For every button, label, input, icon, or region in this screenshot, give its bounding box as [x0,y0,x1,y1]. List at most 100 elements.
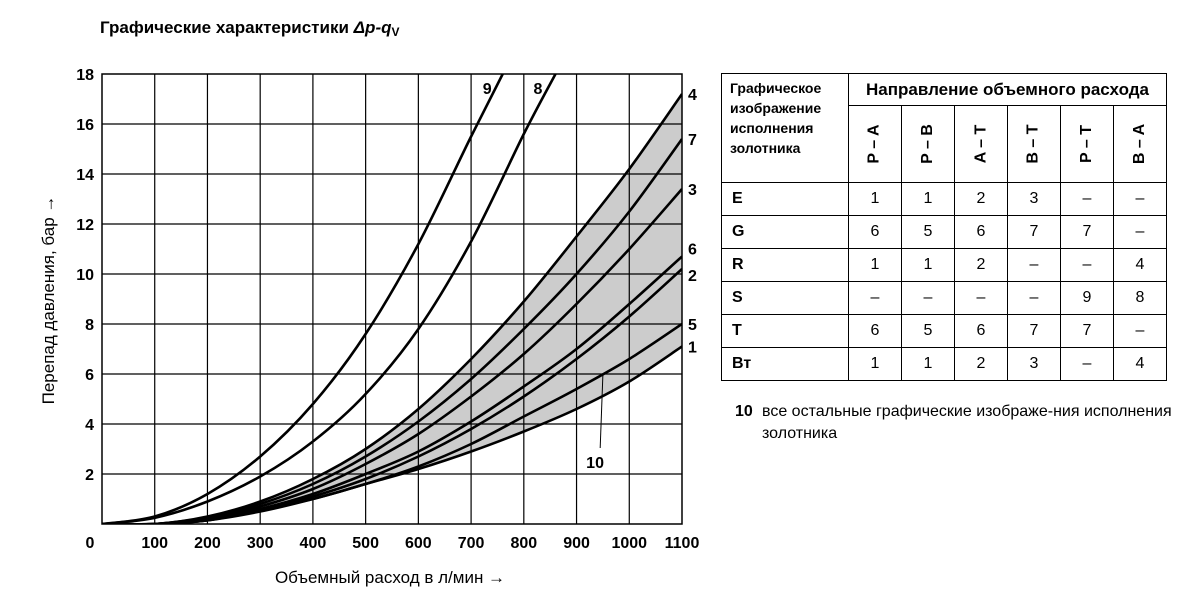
direction-label: P – A [865,124,883,164]
x-tick-label: 600 [405,535,432,552]
table-cell: 5 [901,215,955,249]
table-cell: 7 [1007,314,1061,348]
series-label-5: 5 [688,317,697,334]
table-cell: 1 [848,347,902,381]
pressure-flow-chart: 0 100 200 300 400 500 600 700 800 900 1000 1100 2 4 6 8… [39,67,699,587]
y-tick-label: 2 [85,467,94,484]
table-corner-header: Графическое изображение исполнения золот… [721,73,849,183]
tick-layer: 0 100 200 300 400 500 600 700 800 900 1000 1100 2 4 6 8… [76,67,699,552]
table-row: Вт 1 1 2 3–4 [721,347,1167,381]
chart-title: Графические характеристики Δp-qV [100,18,400,39]
table-cell: – [1113,215,1167,249]
table-cell: 6 [848,314,902,348]
note-number: 10 [735,403,753,420]
series-curve-8 [102,74,557,524]
table-cell: – [1007,248,1061,282]
y-tick-label: 12 [76,217,94,234]
row-label: R [721,248,849,282]
x-tick-label: 900 [563,535,590,552]
table-cell: – [954,281,1008,315]
direction-header-cell: P – A [848,105,902,183]
spool-direction-table: Графическое изображение исполнения золот… [721,72,1167,381]
x-tick-label: 100 [141,535,168,552]
x-tick-label: 800 [510,535,537,552]
table-cell: 2 [954,347,1008,381]
table-row: T 6 5 6 7 7– [721,314,1167,348]
x-tick-label: 700 [458,535,485,552]
y-tick-label: 18 [76,67,94,84]
table-cell: 9 [1060,281,1114,315]
table-cell: – [1060,182,1114,216]
corner-line: исполнения [730,120,814,136]
table-cell: – [848,281,902,315]
y-tick-label: 10 [76,267,94,284]
table-cell: – [1060,347,1114,381]
table-cell: 7 [1060,215,1114,249]
corner-line: изображение [730,100,822,116]
x-tick-label: 0 [86,535,95,552]
direction-header-cell: B – A [1113,105,1167,183]
row-label: T [721,314,849,348]
table-row: S – – – –9 8 [721,281,1167,315]
series-curve-1 [102,345,682,524]
shaded-band-layer [154,94,682,524]
table-cell: 1 [901,248,955,282]
y-tick-label: 6 [85,367,94,384]
direction-header-cell: P – B [901,105,955,183]
table-body: E 1 1 2 3– – G 6 5 6 7 7– R 1 1 2– –4 S – – – –9 8 T 6 5 6 7 7– Вт 1 1 2… [721,182,1167,381]
x-axis-label: Объемный расход в л/мин → [275,568,505,587]
table-cell: 3 [1007,182,1061,216]
row-label: S [721,281,849,315]
series-label-8: 8 [533,81,542,98]
row-label: E [721,182,849,216]
table-cell: – [901,281,955,315]
corner-line: золотника [730,140,801,156]
direction-header-cell: P – T [1060,105,1114,183]
table-cell: – [1007,281,1061,315]
y-axis-label: Перепад давления, бар → [39,196,58,405]
chart-title-subscript: V [391,25,400,39]
table-cell: 1 [901,347,955,381]
direction-label: P – B [918,124,936,165]
series-label-1: 1 [688,340,697,357]
table-cell: 7 [1060,314,1114,348]
x-tick-label: 1100 [665,535,700,552]
row-label: G [721,215,849,249]
table-row: R 1 1 2– –4 [721,248,1167,282]
chart-title-text: Графические характеристики [100,18,354,37]
x-tick-label: 400 [300,535,327,552]
table-row: G 6 5 6 7 7– [721,215,1167,249]
shaded-band [154,94,682,524]
table-cell: 3 [1007,347,1061,381]
series-label-6: 6 [688,242,697,259]
series-label-4: 4 [688,87,697,104]
row-label: Вт [721,347,849,381]
note-text: все остальные графические изображе-ния и… [762,403,1172,442]
y-tick-label: 14 [76,167,94,184]
table-cell: 4 [1113,248,1167,282]
table-cell: 5 [901,314,955,348]
direction-header-cell: A – T [954,105,1008,183]
x-tick-label: 1000 [611,535,647,552]
table-cell: – [1113,314,1167,348]
table-cell: 1 [848,182,902,216]
table-row: E 1 1 2 3– – [721,182,1167,216]
series-curve-9 [102,74,504,524]
direction-header: Направление объемного расхода [848,72,1167,107]
series-label-9: 9 [483,81,492,98]
table-cell: 8 [1113,281,1167,315]
y-tick-label: 8 [85,317,94,334]
series-layer [102,74,682,524]
series-label-3: 3 [688,182,697,199]
series-label-2: 2 [688,268,697,285]
table-cell: 7 [1007,215,1061,249]
table-cell: 1 [901,182,955,216]
table-cell: – [1060,248,1114,282]
series-label-7: 7 [688,132,697,149]
band-label: 10 [586,455,604,472]
table-cell: 2 [954,182,1008,216]
table-cell: 1 [848,248,902,282]
table-cell: 4 [1113,347,1167,381]
plot-frame [101,73,683,525]
